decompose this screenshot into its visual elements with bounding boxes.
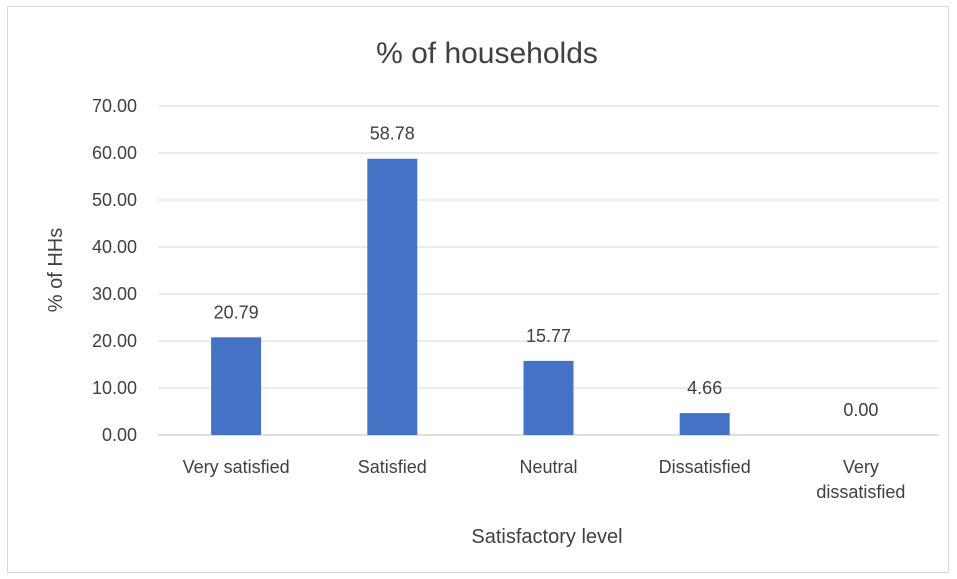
y-axis-title: % of HHs xyxy=(45,228,67,312)
category-label: Neutral xyxy=(519,457,577,477)
gridlines xyxy=(158,105,939,436)
x-axis-title: Satisfactory level xyxy=(471,526,622,548)
data-label: 20.79 xyxy=(214,302,259,322)
y-tick-label: 40.00 xyxy=(92,237,137,257)
chart-frame xyxy=(7,6,949,573)
bar xyxy=(367,158,418,435)
y-tick-label: 20.00 xyxy=(92,331,137,351)
bar xyxy=(523,360,574,435)
y-tick-label: 70.00 xyxy=(92,96,137,116)
x-axis-categories: Very satisfied Satisfied Neutral Dissatisfi… xyxy=(183,457,906,502)
bars xyxy=(211,158,730,435)
data-label: 15.77 xyxy=(526,326,571,346)
category-label: Very satisfied xyxy=(183,457,290,477)
category-label: Dissatisfied xyxy=(659,457,751,477)
data-label: 4.66 xyxy=(687,378,722,398)
y-axis-ticks: 0.00 10.00 20.00 30.00 40.00 50.00 60.00 70.00 xyxy=(92,96,137,445)
data-labels: 20.79 58.78 15.77 4.66 0.00 xyxy=(214,124,879,420)
y-tick-label: 30.00 xyxy=(92,284,137,304)
data-label: 0.00 xyxy=(843,400,878,420)
category-label: Very dissatisfied xyxy=(816,457,905,502)
chart-title: % of households xyxy=(376,37,598,70)
y-tick-label: 60.00 xyxy=(92,143,137,163)
y-tick-label: 10.00 xyxy=(92,378,137,398)
y-tick-label: 50.00 xyxy=(92,190,137,210)
y-tick-label: 0.00 xyxy=(102,425,137,445)
data-label: 58.78 xyxy=(370,124,415,144)
bar xyxy=(211,337,262,435)
bar xyxy=(679,413,730,435)
category-label: Satisfied xyxy=(358,457,427,477)
